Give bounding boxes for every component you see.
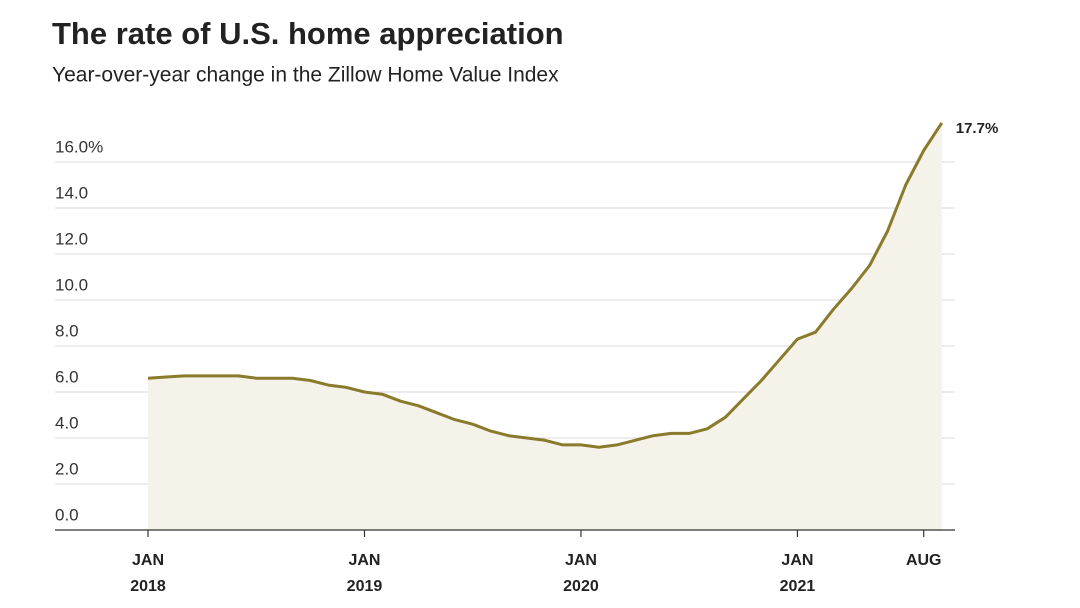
x-tick-label: JAN [781, 552, 813, 569]
x-tick-label: AUG [906, 552, 942, 569]
line [147, 122, 944, 449]
x-tick-label: 2021 [780, 578, 816, 595]
y-tick-label: 14.0 [55, 183, 88, 202]
x-tick-label: JAN [348, 552, 380, 569]
y-tick-label: 16.0% [55, 137, 103, 156]
y-tick-label: 12.0 [55, 229, 88, 248]
x-tick-label: 2018 [130, 578, 166, 595]
chart-title: The rate of U.S. home appreciation [52, 16, 564, 51]
x-tick-label: JAN [565, 552, 597, 569]
y-tick-label: 4.0 [55, 413, 79, 432]
y-tick-label: 2.0 [55, 459, 79, 478]
x-tick-label: 2020 [563, 578, 599, 595]
chart-subtitle: Year-over-year change in the Zillow Home… [52, 64, 559, 87]
y-tick-label: 8.0 [55, 321, 79, 340]
x-tick-label: 2019 [347, 578, 383, 595]
value-label: 17.7% [956, 120, 999, 137]
x-tick-label: JAN [132, 552, 164, 569]
y-tick-label: 6.0 [55, 367, 79, 386]
area [148, 122, 942, 531]
y-tick-label: 10.0 [55, 275, 88, 294]
y-tick-label: 0.0 [55, 505, 79, 524]
